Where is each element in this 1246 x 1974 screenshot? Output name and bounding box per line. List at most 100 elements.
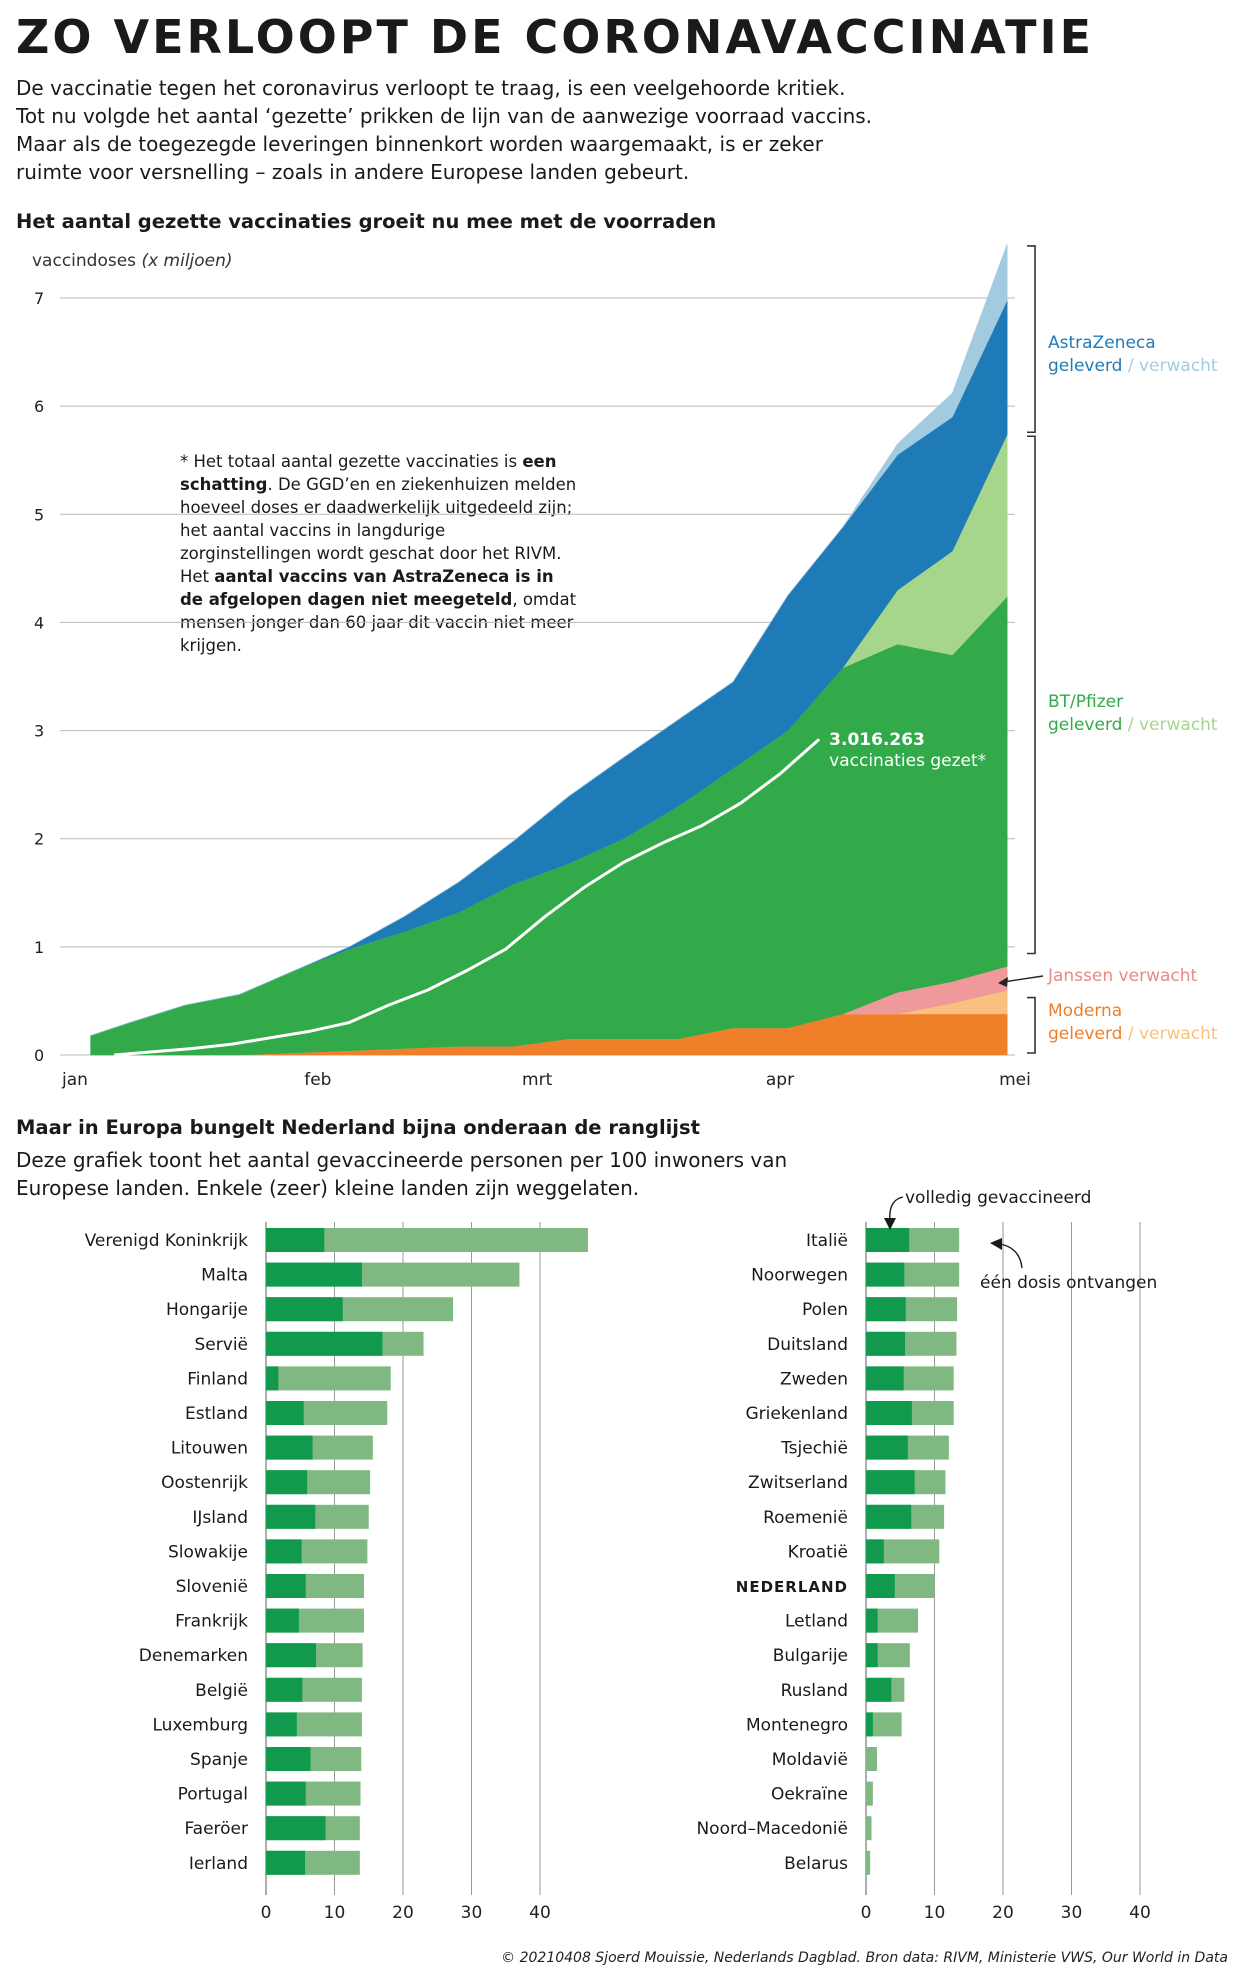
bar-label: Roemenië bbox=[763, 1508, 848, 1528]
y-tick-label: 3 bbox=[34, 722, 44, 741]
bar-label: Moldavië bbox=[772, 1750, 848, 1770]
bar-fully-vaccinated bbox=[866, 1504, 912, 1529]
y-tick-label: 6 bbox=[34, 397, 44, 416]
bar-label: Bulgarije bbox=[773, 1646, 848, 1666]
bar-fully-vaccinated bbox=[866, 1539, 884, 1564]
bar-label: Zweden bbox=[780, 1369, 848, 1389]
bar-fully-vaccinated bbox=[866, 1470, 915, 1495]
bar-fully-vaccinated bbox=[266, 1539, 302, 1564]
legend-astrazeneca-expected: verwacht bbox=[1139, 356, 1218, 376]
bar-label: Belarus bbox=[784, 1854, 848, 1874]
janssen-arrow-head bbox=[998, 977, 1008, 987]
area-astra-expected bbox=[90, 243, 1008, 1036]
bar-label: Slovenië bbox=[176, 1577, 248, 1597]
legend-pfizer-name: BT/Pfizer bbox=[1048, 692, 1123, 712]
bar-column-2: 0 10 20 30 40 Italië Noorwegen Polen Duitsland Zw… bbox=[696, 1222, 1151, 1923]
note-part-1: * Het totaal aantal gezette vaccinaties … bbox=[180, 452, 523, 471]
bar-x-tick-label: 30 bbox=[1061, 1903, 1083, 1923]
bar-label: Duitsland bbox=[767, 1335, 848, 1355]
y-axis-label-unit: (x miljoen) bbox=[141, 251, 232, 271]
bar-fully-vaccinated bbox=[866, 1366, 904, 1391]
bar-one-dose bbox=[866, 1816, 872, 1841]
legend-pfizer-expected: verwacht bbox=[1139, 715, 1218, 735]
bar-label: Oostenrijk bbox=[161, 1473, 248, 1493]
y-tick-label: 1 bbox=[34, 938, 44, 957]
bar-label: Zwitserland bbox=[748, 1473, 848, 1493]
bar-label: Litouwen bbox=[171, 1439, 248, 1459]
legend-astrazeneca-separator: / bbox=[1122, 356, 1139, 376]
bar-label: Tsjechië bbox=[780, 1439, 848, 1459]
bar-fully-vaccinated bbox=[266, 1643, 317, 1668]
bar-label: Servië bbox=[195, 1335, 248, 1355]
bar-x-tick-label: 10 bbox=[924, 1903, 946, 1923]
bar-fully-vaccinated bbox=[266, 1435, 313, 1460]
bar-x-tick-label: 40 bbox=[1129, 1903, 1151, 1923]
bar-fully-vaccinated bbox=[266, 1297, 343, 1322]
bar-chart-title: Maar in Europa bungelt Nederland bijna o… bbox=[16, 1116, 700, 1139]
legend-moderna-separator: / bbox=[1122, 1024, 1139, 1044]
legend-astrazeneca-delivered: geleverd bbox=[1048, 356, 1122, 376]
bar-fully-vaccinated bbox=[866, 1643, 878, 1668]
bar-fully-vaccinated bbox=[266, 1574, 306, 1598]
bar-label: Kroatië bbox=[788, 1542, 848, 1562]
bar-fully-vaccinated bbox=[266, 1781, 306, 1806]
bar-label: Noord–Macedonië bbox=[696, 1819, 848, 1839]
bar-fully-vaccinated bbox=[266, 1677, 303, 1702]
x-tick-label: jan bbox=[61, 1070, 88, 1090]
janssen-arrow-line bbox=[1002, 975, 1044, 983]
bar-label: Slowakije bbox=[168, 1542, 248, 1562]
y-axis-label: vaccindoses (x miljoen) bbox=[32, 251, 233, 271]
bar-x-tick-label: 0 bbox=[861, 1903, 872, 1923]
bar-fully-vaccinated bbox=[266, 1608, 299, 1633]
bar-label: Hongarije bbox=[166, 1300, 248, 1320]
estimate-note: * Het totaal aantal gezette vaccinaties … bbox=[180, 450, 580, 657]
bar-label: Verenigd Koninkrijk bbox=[85, 1231, 249, 1251]
note-part-2: . De GGD’en en ziekenhuizen melden hoeve… bbox=[180, 475, 577, 586]
bar-column-1: 0 10 20 30 40 Verenigd Koninkrijk Malta Hongari… bbox=[85, 1222, 588, 1923]
bar-one-dose bbox=[866, 1850, 871, 1875]
bar-label: België bbox=[195, 1681, 248, 1701]
bar-x-tick-label: 0 bbox=[261, 1903, 272, 1923]
bar-label: Spanje bbox=[190, 1750, 248, 1770]
bar-x-tick-label: 30 bbox=[461, 1903, 483, 1923]
legend-moderna-expected: verwacht bbox=[1139, 1024, 1218, 1044]
annotation-fully-arrowhead bbox=[884, 1218, 896, 1230]
bar-x-tick-label: 10 bbox=[324, 1903, 346, 1923]
annotation-one-arrow bbox=[999, 1243, 1023, 1269]
legend-astrazeneca-status: geleverd / verwacht bbox=[1048, 356, 1218, 376]
bar-fully-vaccinated bbox=[866, 1401, 912, 1425]
bar-label: Griekenland bbox=[745, 1404, 848, 1424]
x-tick-label: mei bbox=[999, 1070, 1031, 1090]
administered-line bbox=[114, 738, 821, 1057]
legend-moderna-delivered: geleverd bbox=[1048, 1024, 1122, 1044]
legend-moderna-status: geleverd / verwacht bbox=[1048, 1024, 1218, 1044]
bar-fully-vaccinated bbox=[866, 1331, 906, 1356]
administered-label: vaccinaties gezet* bbox=[829, 751, 986, 771]
bar-fully-vaccinated bbox=[266, 1262, 362, 1287]
bar-label: Luxemburg bbox=[152, 1715, 248, 1735]
bar-fully-vaccinated bbox=[266, 1228, 325, 1252]
x-tick-label: apr bbox=[766, 1070, 794, 1090]
bar-x-tick-label: 20 bbox=[392, 1903, 414, 1923]
bar-fully-vaccinated bbox=[266, 1816, 326, 1841]
bar-fully-vaccinated bbox=[866, 1677, 892, 1702]
bar-label: Frankrijk bbox=[175, 1612, 248, 1632]
bar-label: Estland bbox=[185, 1404, 248, 1424]
bar-fully-vaccinated bbox=[866, 1712, 873, 1737]
bar-label: Denemarken bbox=[139, 1646, 248, 1666]
bar-label: NEDERLAND bbox=[736, 1578, 848, 1596]
bar-label: Italië bbox=[806, 1231, 848, 1251]
x-tick-label: feb bbox=[304, 1070, 331, 1090]
intro-text: De vaccinatie tegen het coronavirus verl… bbox=[16, 76, 873, 184]
bar-label: Noorwegen bbox=[751, 1266, 848, 1286]
bar-fully-vaccinated bbox=[266, 1366, 279, 1391]
bar-fully-vaccinated bbox=[266, 1712, 297, 1737]
bracket-moderna bbox=[1027, 996, 1036, 1054]
y-tick-label: 4 bbox=[34, 613, 44, 632]
bar-chart-description: Deze grafiek toont het aantal gevaccinee… bbox=[16, 1148, 788, 1200]
bracket-pfizer bbox=[1027, 435, 1036, 955]
bar-label: Ierland bbox=[189, 1854, 248, 1874]
administered-value: 3.016.263 bbox=[829, 730, 925, 750]
bar-x-tick-label: 40 bbox=[529, 1903, 551, 1923]
